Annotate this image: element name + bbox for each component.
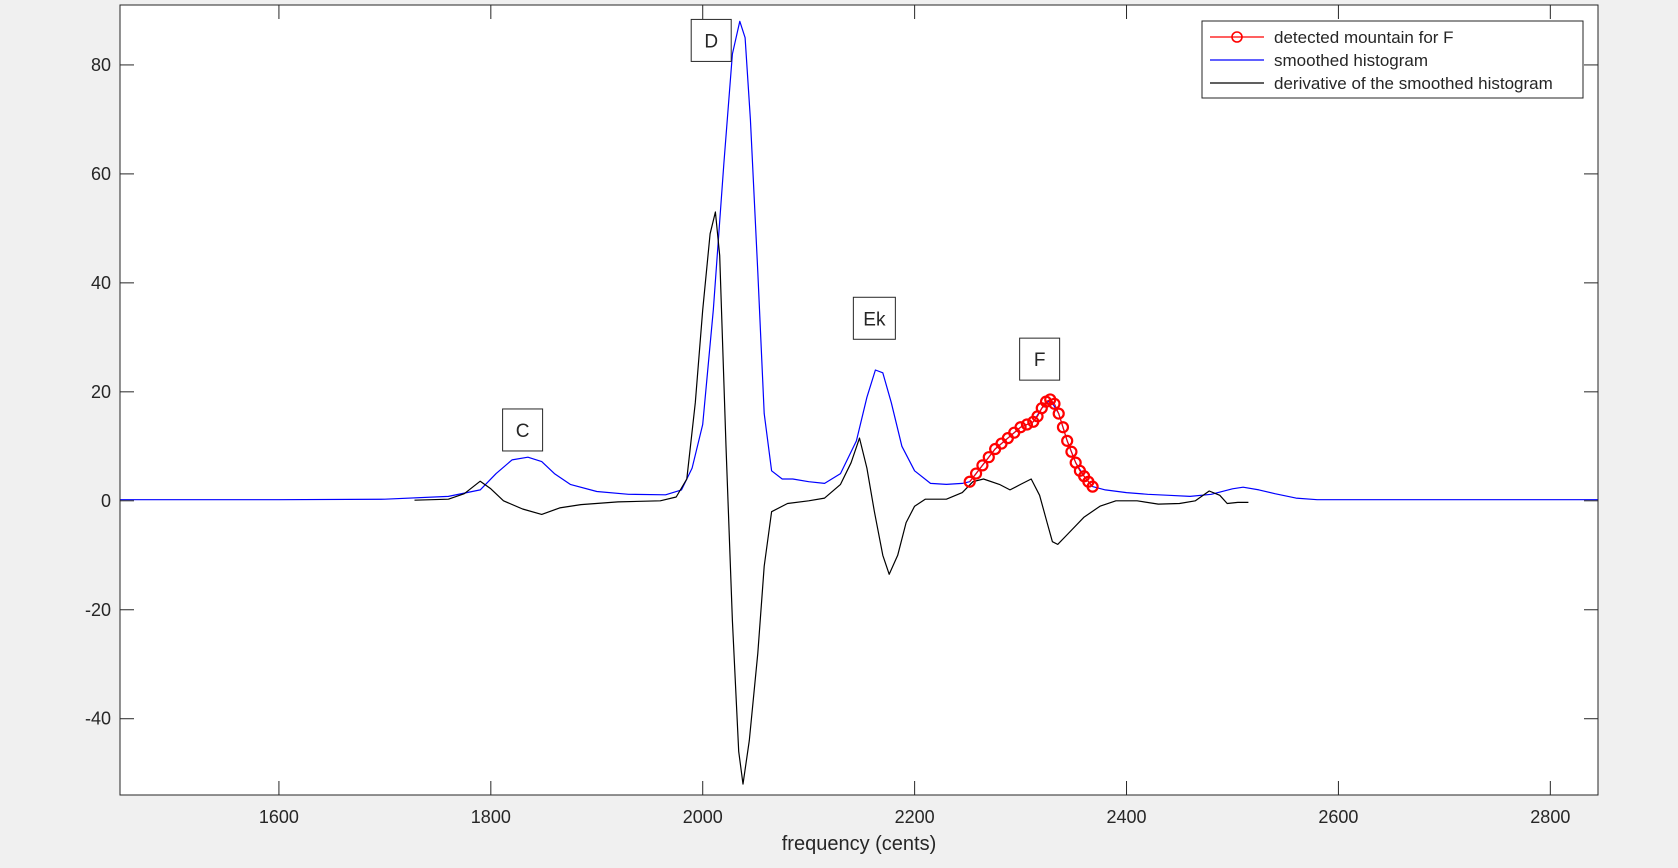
- x-tick-label: 2200: [895, 807, 935, 827]
- y-tick-label: 80: [91, 55, 111, 75]
- annotations: C D Ek F: [502, 18, 1061, 452]
- annotation-label: D: [704, 31, 718, 52]
- y-tick-label: -20: [85, 600, 111, 620]
- axis-ticks: 1600 1800 2000 2200 2400 2600 2800 -40 -20 0 20 40 6…: [85, 5, 1598, 827]
- y-tick-label: 40: [91, 273, 111, 293]
- mountain-marker: [1020, 418, 1034, 431]
- annotation-box: [852, 296, 896, 340]
- mountain-marker: [1086, 480, 1099, 493]
- y-tick-label: 60: [91, 164, 111, 184]
- x-tick-label: 2000: [683, 807, 723, 827]
- y-tick-label: 0: [101, 491, 111, 511]
- annotation-box: [1019, 337, 1061, 381]
- annotation-label: Ek: [863, 309, 886, 330]
- annotation-box: [690, 18, 732, 62]
- series-line-0: [969, 398, 1094, 487]
- mountain-marker: [1056, 421, 1070, 434]
- mountain-marker: [1052, 407, 1065, 420]
- x-tick-label: 2600: [1318, 807, 1358, 827]
- legend-box: [1201, 20, 1584, 99]
- x-tick-label: 2800: [1530, 807, 1570, 827]
- x-tick-label: 2400: [1106, 807, 1146, 827]
- series-line-1: [120, 20, 1598, 501]
- mountain-marker: [1065, 445, 1078, 458]
- mountain-marker: [1061, 434, 1074, 447]
- plot-frame: [119, 4, 1599, 796]
- mountain-marker: [1014, 421, 1027, 434]
- x-tick-label: 1600: [259, 807, 299, 827]
- x-axis-label: frequency (cents): [782, 833, 937, 855]
- y-tick-label: 20: [91, 382, 111, 402]
- legend-label: derivative of the smoothed histogram: [1274, 74, 1553, 93]
- legend-marker: [1231, 31, 1243, 43]
- mountain-marker: [976, 459, 989, 472]
- series-layer: [120, 20, 1598, 785]
- mountain-marker: [982, 451, 995, 464]
- mountain-marker: [969, 467, 983, 480]
- series-line-2: [414, 211, 1249, 785]
- annotation-label: C: [516, 421, 530, 442]
- legend-label: smoothed histogram: [1274, 51, 1428, 70]
- plot-area: [120, 5, 1598, 795]
- x-tick-label: 1800: [471, 807, 511, 827]
- legend-label: detected mountain for F: [1274, 28, 1454, 47]
- annotation-label: F: [1034, 350, 1046, 371]
- y-tick-label: -40: [85, 709, 111, 729]
- annotation-box: [502, 408, 544, 452]
- mountain-marker: [963, 475, 976, 488]
- legend: detected mountain for F smoothed histogra…: [1201, 20, 1584, 99]
- mountain-marker: [1048, 397, 1061, 410]
